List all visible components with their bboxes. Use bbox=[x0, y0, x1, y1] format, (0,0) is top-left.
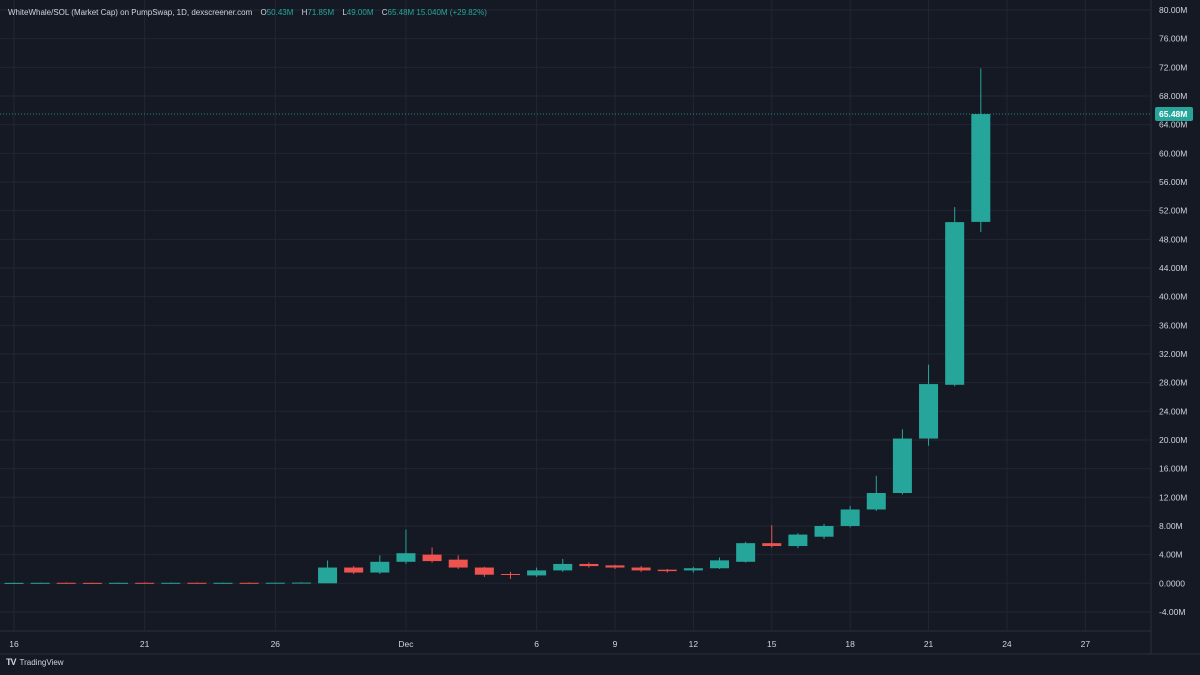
candle-body bbox=[631, 567, 651, 571]
y-tick-label: 80.00M bbox=[1159, 5, 1187, 15]
y-tick-label: 0.0000 bbox=[1159, 578, 1185, 588]
x-tick-label: 21 bbox=[140, 639, 150, 649]
candle-body bbox=[919, 384, 939, 439]
y-tick-label: 32.00M bbox=[1159, 349, 1187, 359]
candle-body bbox=[971, 114, 991, 222]
y-tick-label: 20.00M bbox=[1159, 435, 1187, 445]
candle-body bbox=[396, 553, 416, 562]
legend-open-value: 50.43M bbox=[266, 8, 294, 17]
candle-body bbox=[474, 567, 494, 575]
legend-open-label: O bbox=[260, 8, 267, 17]
candle-body bbox=[866, 493, 886, 510]
last-price-label: 65.48M bbox=[1159, 109, 1187, 119]
candle-body bbox=[710, 560, 730, 569]
candle-body bbox=[56, 582, 76, 584]
legend-change-value: 15.040M (+29.82%) bbox=[416, 8, 487, 17]
y-tick-label: 8.00M bbox=[1159, 521, 1183, 531]
candle-body bbox=[736, 543, 756, 562]
candle-body bbox=[945, 222, 965, 385]
chart-legend: WhiteWhale/SOL (Market Cap) on PumpSwap,… bbox=[8, 8, 487, 17]
y-tick-label: 4.00M bbox=[1159, 550, 1183, 560]
tradingview-logo-icon: TV bbox=[6, 657, 16, 667]
x-tick-label: 24 bbox=[1002, 639, 1012, 649]
candle-body bbox=[657, 569, 677, 572]
y-tick-label: 52.00M bbox=[1159, 206, 1187, 216]
candle-body bbox=[318, 567, 338, 584]
candle-body bbox=[135, 582, 155, 584]
candle-body bbox=[788, 534, 808, 547]
legend-high-label: H bbox=[301, 8, 308, 17]
x-tick-label: 12 bbox=[689, 639, 699, 649]
y-tick-label: 24.00M bbox=[1159, 406, 1187, 416]
brand-label: TradingView bbox=[19, 657, 64, 667]
candle-body bbox=[161, 582, 181, 584]
candle-body bbox=[579, 563, 599, 567]
x-tick-label: Dec bbox=[398, 639, 414, 649]
x-tick-label: 6 bbox=[534, 639, 539, 649]
candle-body bbox=[291, 582, 311, 584]
candle-body bbox=[187, 582, 207, 584]
candle-body bbox=[265, 582, 285, 584]
x-tick-label: 15 bbox=[767, 639, 777, 649]
candle-body bbox=[239, 582, 259, 584]
candle-body bbox=[762, 543, 782, 547]
x-tick-label: 26 bbox=[271, 639, 281, 649]
candle-body bbox=[605, 565, 625, 568]
candle-body bbox=[4, 582, 24, 584]
candle-body bbox=[422, 554, 442, 562]
candle-body bbox=[814, 525, 834, 537]
candle-body bbox=[344, 567, 364, 573]
y-tick-label: 64.00M bbox=[1159, 120, 1187, 130]
candle-body bbox=[683, 568, 703, 571]
legend-low-label: L bbox=[342, 8, 347, 17]
y-tick-label: 76.00M bbox=[1159, 34, 1187, 44]
candle-body bbox=[892, 438, 912, 494]
tradingview-branding[interactable]: TV TradingView bbox=[6, 657, 64, 667]
candle-body bbox=[370, 561, 390, 573]
y-tick-label: 44.00M bbox=[1159, 263, 1187, 273]
x-tick-label: 18 bbox=[845, 639, 855, 649]
candle-body bbox=[500, 573, 520, 575]
candle-body bbox=[527, 570, 547, 576]
candle-body bbox=[553, 563, 573, 571]
y-tick-label: -4.00M bbox=[1159, 607, 1185, 617]
y-tick-label: 56.00M bbox=[1159, 177, 1187, 187]
candle-body bbox=[82, 582, 102, 584]
candle-body bbox=[109, 582, 129, 584]
y-tick-label: 68.00M bbox=[1159, 91, 1187, 101]
x-tick-label: 9 bbox=[613, 639, 618, 649]
y-tick-label: 40.00M bbox=[1159, 292, 1187, 302]
candle-body bbox=[213, 582, 233, 584]
candle-body bbox=[448, 559, 468, 568]
x-tick-label: 27 bbox=[1081, 639, 1091, 649]
y-tick-label: 72.00M bbox=[1159, 62, 1187, 72]
y-tick-label: 36.00M bbox=[1159, 320, 1187, 330]
y-tick-label: 28.00M bbox=[1159, 378, 1187, 388]
legend-low-value: 49.00M bbox=[346, 8, 374, 17]
last-price-badge bbox=[1155, 107, 1193, 122]
y-tick-label: 60.00M bbox=[1159, 148, 1187, 158]
y-tick-label: 16.00M bbox=[1159, 464, 1187, 474]
candle-body bbox=[30, 582, 50, 584]
y-tick-label: 48.00M bbox=[1159, 234, 1187, 244]
x-tick-label: 16 bbox=[9, 639, 19, 649]
x-tick-label: 21 bbox=[924, 639, 934, 649]
legend-high-value: 71.85M bbox=[307, 8, 335, 17]
legend-title: WhiteWhale/SOL (Market Cap) on PumpSwap,… bbox=[8, 8, 253, 17]
candle-body bbox=[840, 509, 860, 526]
legend-close-value: 65.48M bbox=[387, 8, 415, 17]
y-tick-label: 12.00M bbox=[1159, 492, 1187, 502]
legend-close-label: C bbox=[381, 8, 388, 17]
